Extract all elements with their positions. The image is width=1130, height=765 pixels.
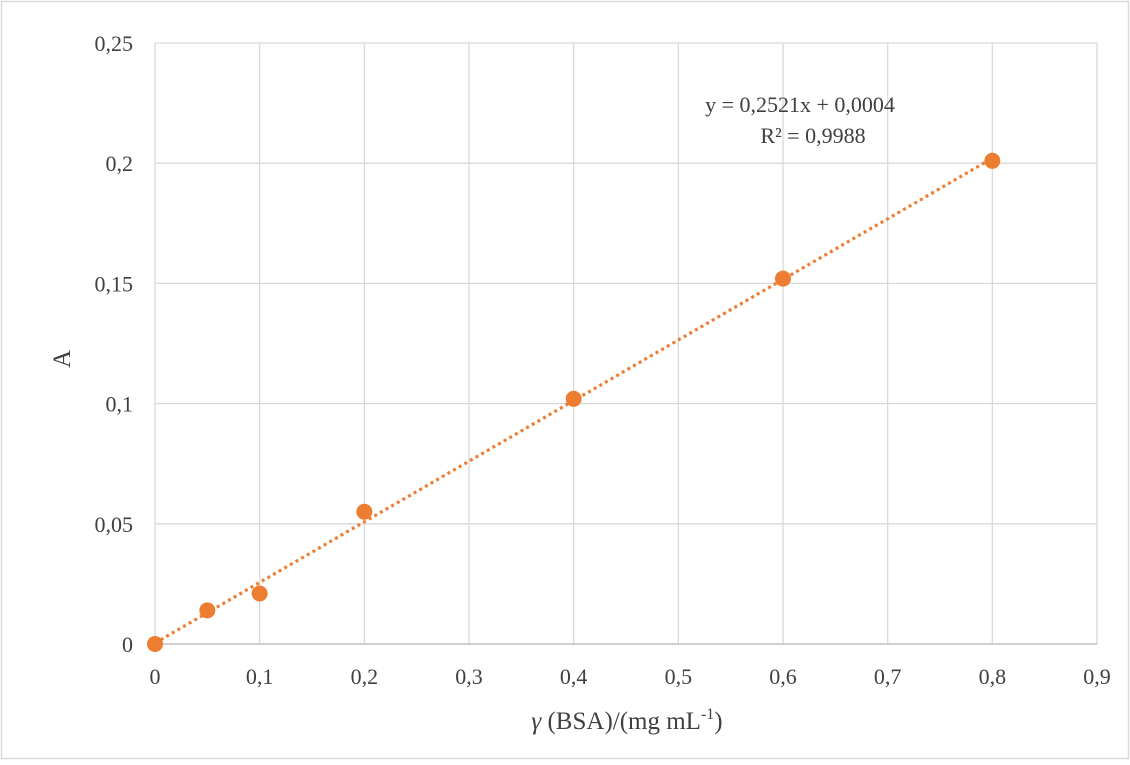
data-point — [565, 390, 582, 407]
tick-label-layer: 0 0,1 0,2 0,3 0,4 0,5 0,6 0,7 0,8 0,9 0 0,05 0,1 0,15… — [95, 31, 1111, 689]
x-tick-label: 0,5 — [665, 664, 693, 689]
y-tick-label: 0 — [122, 632, 133, 657]
x-tick-label: 0,4 — [560, 664, 588, 689]
x-tick-label: 0,7 — [874, 664, 902, 689]
trendline-equation: y = 0,2521x + 0,0004 — [705, 92, 895, 117]
x-tick-label: 0,6 — [769, 664, 797, 689]
x-axis-title-end: ) — [714, 708, 722, 735]
point-layer — [147, 152, 1001, 652]
y-tick-label: 0,15 — [95, 271, 134, 296]
y-tick-label: 0,2 — [106, 151, 134, 176]
data-point — [356, 503, 373, 520]
grid-layer — [154, 42, 1098, 644]
x-tick-label: 0,3 — [455, 664, 483, 689]
x-axis-title: γ (BSA)/(mg mL-1) — [531, 706, 722, 735]
x-axis-title-unit: (BSA)/(mg mL — [541, 708, 701, 735]
data-point — [147, 636, 163, 652]
x-tick-label: 0,1 — [246, 664, 274, 689]
y-tick-label: 0,25 — [95, 31, 134, 56]
y-tick-label: 0,1 — [106, 392, 134, 417]
y-tick-label: 0,05 — [95, 512, 134, 537]
x-tick-label: 0,9 — [1083, 664, 1111, 689]
x-tick-label: 0,8 — [979, 664, 1007, 689]
data-point — [984, 152, 1001, 169]
data-point — [199, 602, 216, 619]
x-axis-title-superscript: -1 — [701, 706, 714, 723]
x-axis-title-symbol: γ — [531, 708, 542, 735]
trendline-r-squared: R² = 0,9988 — [760, 123, 865, 148]
data-point — [251, 585, 268, 602]
data-point — [775, 270, 791, 287]
x-tick-label: 0,2 — [351, 664, 379, 689]
x-tick-label: 0 — [150, 664, 161, 689]
y-axis-title: A — [49, 350, 76, 368]
